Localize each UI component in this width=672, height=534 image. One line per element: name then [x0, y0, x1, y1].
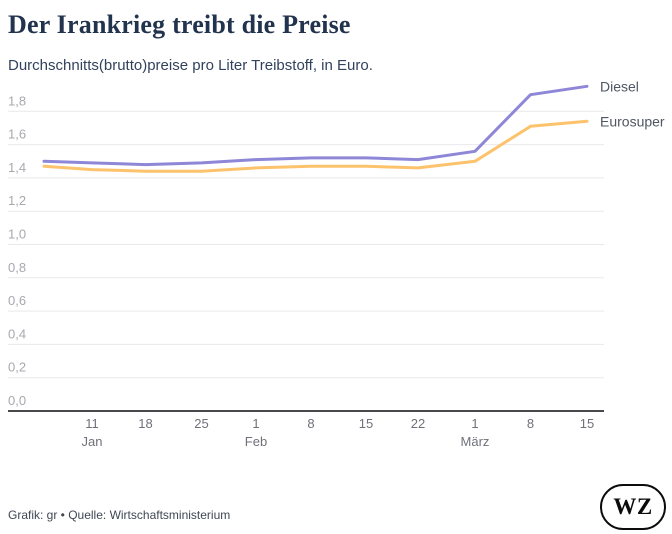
footer: Grafik: gr • Quelle: Wirtschaftsminister… — [0, 480, 672, 530]
y-tick-label: 1,4 — [8, 160, 26, 175]
x-tick-label: 1 — [252, 416, 259, 431]
x-tick-label: 22 — [411, 416, 425, 431]
x-tick-label: 8 — [307, 416, 314, 431]
x-tick-label: 15 — [580, 416, 594, 431]
chart-header: Der Irankrieg treibt die Preise Durchsch… — [0, 0, 672, 74]
y-tick-label: 0,4 — [8, 326, 26, 341]
month-label: Feb — [245, 434, 267, 449]
line-chart: 1,8 1,6 1,4 1,2 1,0 0,8 0,6 0,4 0,2 0,0 11 18 25 1 8 15… — [0, 75, 672, 460]
diesel-legend-label: Diesel — [600, 78, 639, 94]
page-title: Der Irankrieg treibt die Preise — [8, 10, 351, 39]
y-tick-label: 0,2 — [8, 360, 26, 375]
month-label: März — [461, 434, 490, 449]
chart-canvas: 1,81,61,41,21,00,80,60,40,20,011 18 25 1 8 15… — [8, 78, 665, 449]
y-tick-label: 1,0 — [8, 226, 26, 241]
y-tick-label: 0,0 — [8, 393, 26, 408]
x-tick-label: 18 — [138, 416, 152, 431]
x-tick-label: 8 — [527, 416, 534, 431]
y-tick-label: 0,6 — [8, 293, 26, 308]
month-label: Jan — [82, 434, 103, 449]
x-tick-label: 25 — [194, 416, 208, 431]
page-subtitle: Durchschnitts(brutto)preise pro Liter Tr… — [8, 56, 373, 74]
y-tick-label: 1,6 — [8, 126, 26, 141]
y-tick-label: 1,2 — [8, 193, 26, 208]
x-tick-label: 11 — [85, 416, 99, 431]
diesel-line — [42, 84, 589, 166]
y-tick-label: 1,8 — [8, 93, 26, 108]
eurosuper-line — [42, 119, 589, 173]
x-tick-label: 1 — [471, 416, 478, 431]
eurosuper-legend-label: Eurosuper — [600, 113, 665, 129]
wz-logo-text: WZ — [613, 494, 653, 519]
y-tick-label: 0,8 — [8, 260, 26, 275]
x-tick-label: 15 — [359, 416, 373, 431]
wz-logo: WZ — [600, 484, 666, 530]
credit-line: Grafik: gr • Quelle: Wirtschaftsminister… — [8, 508, 231, 522]
